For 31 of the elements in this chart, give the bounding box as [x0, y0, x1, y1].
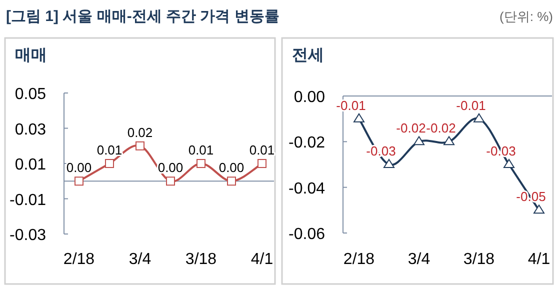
x-tick-label: 4/1 [250, 251, 274, 268]
chart-title: 전세 [292, 47, 324, 64]
y-tick-label: 0.05 [14, 86, 46, 103]
data-label: 0.00 [218, 160, 244, 176]
text: (단위: %) [500, 9, 553, 24]
data-label: 0.00 [66, 160, 92, 176]
data-label: 0.02 [127, 124, 153, 140]
data-label: -0.02 [396, 120, 426, 136]
x-tick-label: 3/18 [463, 251, 495, 268]
y-tick-label: -0.03 [10, 227, 46, 244]
x-tick-label: 2/18 [343, 251, 375, 268]
y-tick-label: -0.01 [10, 192, 46, 209]
chart-title: 매매 [15, 47, 47, 64]
x-tick-label: 2/18 [63, 251, 95, 268]
data-label: 0.01 [96, 142, 122, 158]
x-tick-label: 3/18 [185, 251, 217, 268]
data-label: -0.01 [456, 98, 486, 113]
y-tick-label: -0.04 [288, 180, 326, 198]
data-label: -0.02 [426, 120, 456, 136]
x-tick-label: 3/4 [408, 251, 430, 268]
data-label: 0.01 [249, 142, 275, 158]
data-label: 0.01 [188, 142, 214, 158]
text: [그림 1] 서울 매매-전세 주간 가격 변동률 [6, 8, 280, 25]
y-tick-label: 0.01 [14, 156, 46, 174]
x-tick-label: 3/4 [128, 251, 152, 268]
data-label: 0.00 [158, 160, 184, 176]
y-tick-label: -0.02 [288, 134, 326, 152]
y-tick-label: -0.06 [288, 226, 326, 243]
y-tick-label: 0.03 [14, 121, 46, 138]
y-tick-label: 0.00 [294, 89, 326, 106]
x-tick-label: 4/1 [528, 251, 550, 268]
